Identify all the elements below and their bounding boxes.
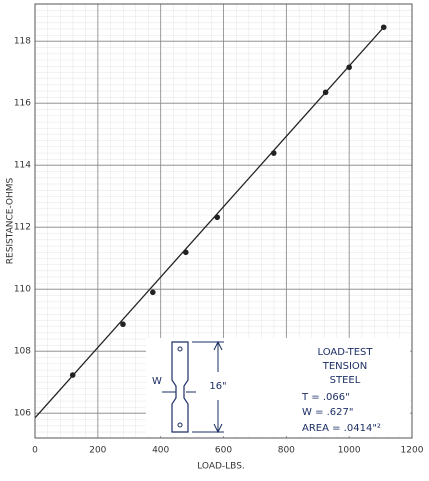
x-tick-label: 1000 [338,446,361,456]
dimension-lines [162,340,224,434]
x-tick-label: 400 [152,446,169,456]
plot-frame [34,3,413,439]
y-tick-label: 110 [14,285,31,295]
inset-spec: W = .627" [302,407,354,418]
x-tick-label: 0 [32,446,38,456]
hole [177,346,183,352]
x-tick-label: 1200 [401,446,424,456]
data-point [69,372,76,378]
data-point [270,150,277,156]
data-point [150,289,156,296]
inset-title: TENSION [322,361,368,372]
inset-title: LOAD-TEST [317,347,373,358]
y-tick-label: 112 [14,223,31,233]
data-point [214,214,221,221]
inset: 16" W LOAD-TEST TENSION STEEL T = .066" … [146,338,410,436]
inset-box [146,338,410,436]
x-tick-label: 200 [89,446,106,456]
y-tick-label: 114 [14,161,31,171]
x-tick-label: 600 [215,446,232,456]
data-point [183,249,189,256]
data-point [380,24,387,31]
data-point [346,64,352,71]
data-point [322,89,329,96]
y-tick-label: 118 [14,37,31,47]
inset-spec: AREA = .0414"² [302,423,381,434]
y-axis-label: RESISTANCE-OHMS [6,177,16,264]
length-label: 16" [209,381,226,392]
data-point [120,321,126,328]
inset-spec: T = .066" [301,392,350,403]
width-label: W [152,376,162,387]
y-tick-label: 106 [14,409,31,419]
specimen [171,341,189,433]
y-tick-label: 108 [14,347,31,357]
inset-title: STEEL [330,375,361,386]
y-tick-label: 116 [14,99,31,109]
hole [177,422,183,428]
x-axis-label: LOAD-LBS. [197,462,245,472]
x-tick-label: 800 [278,446,295,456]
